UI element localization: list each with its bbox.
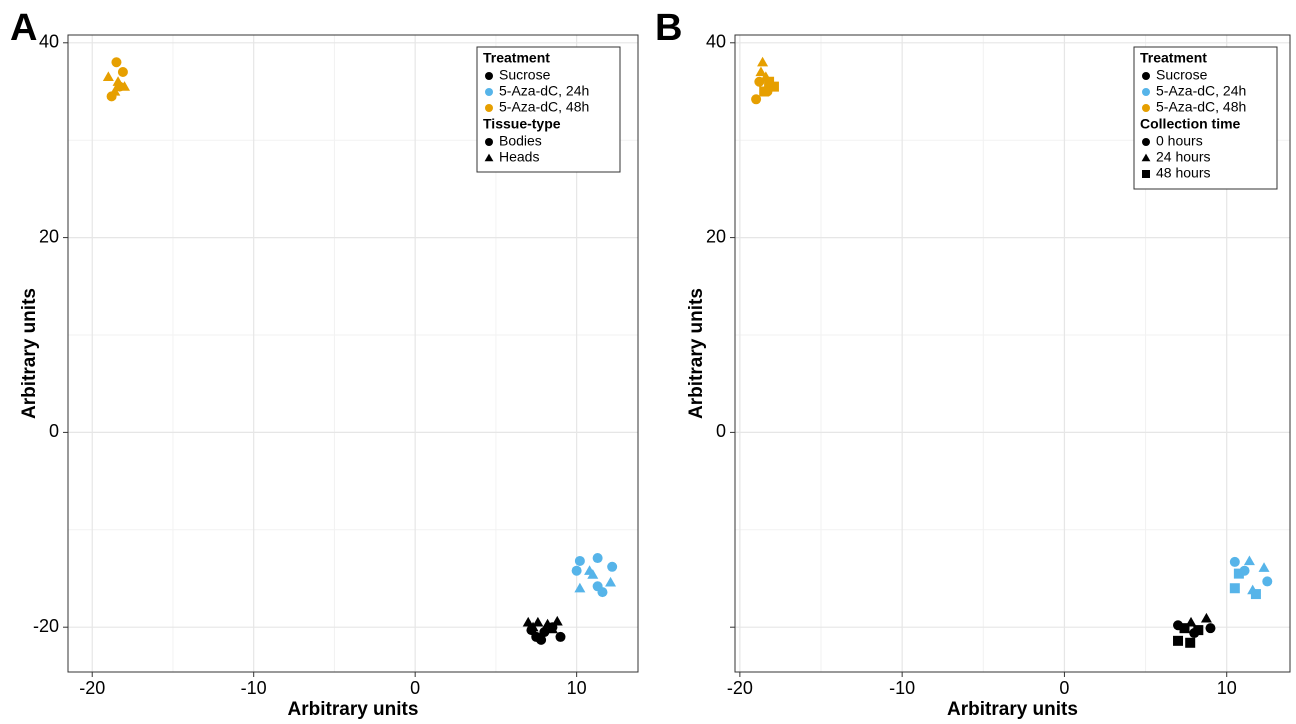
triangle-marker — [532, 616, 544, 627]
x-tick-label: -20 — [727, 678, 753, 698]
circle-marker — [574, 555, 585, 566]
circle-marker — [1205, 623, 1216, 634]
x-tick-label: -10 — [241, 678, 267, 698]
circle-marker — [1262, 576, 1273, 587]
triangle-marker — [109, 85, 121, 96]
triangle-marker — [542, 618, 554, 629]
circle-marker — [539, 627, 550, 638]
circle-marker — [1142, 72, 1150, 80]
y-tick-label: 40 — [706, 32, 726, 52]
circle-marker — [1142, 88, 1150, 96]
circle-marker — [485, 88, 493, 96]
circle-marker — [485, 72, 493, 80]
panel-label: B — [655, 7, 682, 49]
triangle-marker — [484, 153, 494, 162]
square-marker — [1193, 625, 1204, 636]
panel-label: A — [10, 7, 37, 49]
legend-title: Treatment — [1140, 50, 1207, 66]
legend-title: Treatment — [483, 50, 550, 66]
triangle-marker — [757, 56, 769, 67]
circle-marker — [555, 631, 566, 642]
x-tick-label: -20 — [79, 678, 105, 698]
square-marker — [1233, 568, 1244, 579]
plot-border — [734, 34, 1291, 673]
circle-marker — [1142, 138, 1150, 146]
legend-label: 5-Aza-dC, 24h — [499, 83, 589, 99]
chart-panel: -20 -10 0 10 0 20 40 Arbitrary units Arbitrary u… — [655, 7, 1291, 720]
triangle-marker — [551, 615, 563, 626]
circle-marker — [597, 587, 608, 598]
x-tick-label: 0 — [1059, 678, 1069, 698]
legend-label: Heads — [499, 149, 539, 165]
square-marker — [1185, 637, 1196, 648]
legend-label: 5-Aza-dC, 24h — [1156, 83, 1246, 99]
triangle-marker — [546, 623, 558, 634]
x-tick-label: 10 — [1217, 678, 1237, 698]
legend-label: Sucrose — [1156, 67, 1208, 83]
y-tick-label: 0 — [716, 421, 726, 441]
triangle-marker — [527, 621, 539, 632]
square-marker — [1173, 635, 1184, 646]
square-marker — [1142, 170, 1150, 178]
circle-marker — [536, 634, 547, 645]
square-marker — [1250, 589, 1261, 600]
legend-label: Bodies — [499, 133, 542, 149]
legend-label: 5-Aza-dC, 48h — [499, 99, 589, 115]
triangle-marker — [755, 66, 767, 77]
legend-title: Collection time — [1140, 116, 1241, 132]
legend-label: Sucrose — [499, 67, 551, 83]
triangle-marker — [587, 569, 599, 579]
triangle-marker — [605, 576, 617, 587]
chart-panel: -20 -10 0 10 -20 0 20 40 Arbitrary units Arbitrar… — [10, 7, 639, 720]
circle-marker — [751, 94, 762, 105]
circle-marker — [1229, 556, 1240, 567]
triangle-marker — [119, 81, 131, 91]
legend-label: 5-Aza-dC, 48h — [1156, 99, 1246, 115]
circle-marker — [571, 565, 582, 576]
plot-border — [67, 34, 639, 673]
legend-label: 24 hours — [1156, 149, 1210, 165]
x-tick-label: 0 — [410, 678, 420, 698]
circle-marker — [1142, 104, 1150, 112]
circle-marker — [607, 561, 618, 572]
square-marker — [764, 76, 775, 87]
circle-marker — [485, 104, 493, 112]
x-tick-label: -10 — [889, 678, 915, 698]
circle-marker — [117, 67, 128, 78]
triangle-marker — [522, 616, 534, 627]
legend-label: 0 hours — [1156, 133, 1203, 149]
x-axis-title: Arbitrary units — [288, 699, 419, 720]
triangle-marker — [102, 71, 114, 82]
triangle-marker — [1141, 153, 1151, 162]
y-tick-label: -20 — [33, 616, 59, 636]
y-tick-label: 0 — [49, 421, 59, 441]
y-tick-label: 20 — [39, 226, 59, 246]
y-axis-title: Arbitrary units — [19, 288, 40, 419]
x-axis-title: Arbitrary units — [947, 699, 1078, 720]
y-axis-title: Arbitrary units — [686, 288, 707, 419]
triangle-marker — [1200, 612, 1212, 623]
triangle-marker — [112, 76, 124, 86]
x-tick-label: 10 — [567, 678, 587, 698]
legend-label: 48 hours — [1156, 165, 1210, 181]
circle-marker — [592, 553, 603, 564]
square-marker — [1179, 623, 1190, 634]
triangle-marker — [574, 582, 586, 593]
triangle-marker — [1243, 555, 1255, 566]
legend-title: Tissue-type — [483, 116, 561, 132]
y-tick-label: 20 — [706, 226, 726, 246]
circle-marker — [111, 57, 122, 68]
triangle-marker — [1258, 562, 1270, 572]
square-marker — [759, 86, 770, 97]
circle-marker — [485, 138, 493, 146]
y-tick-label: 40 — [39, 32, 59, 52]
legend-box — [476, 46, 621, 173]
square-marker — [1229, 583, 1240, 594]
legend-box — [1133, 46, 1278, 190]
